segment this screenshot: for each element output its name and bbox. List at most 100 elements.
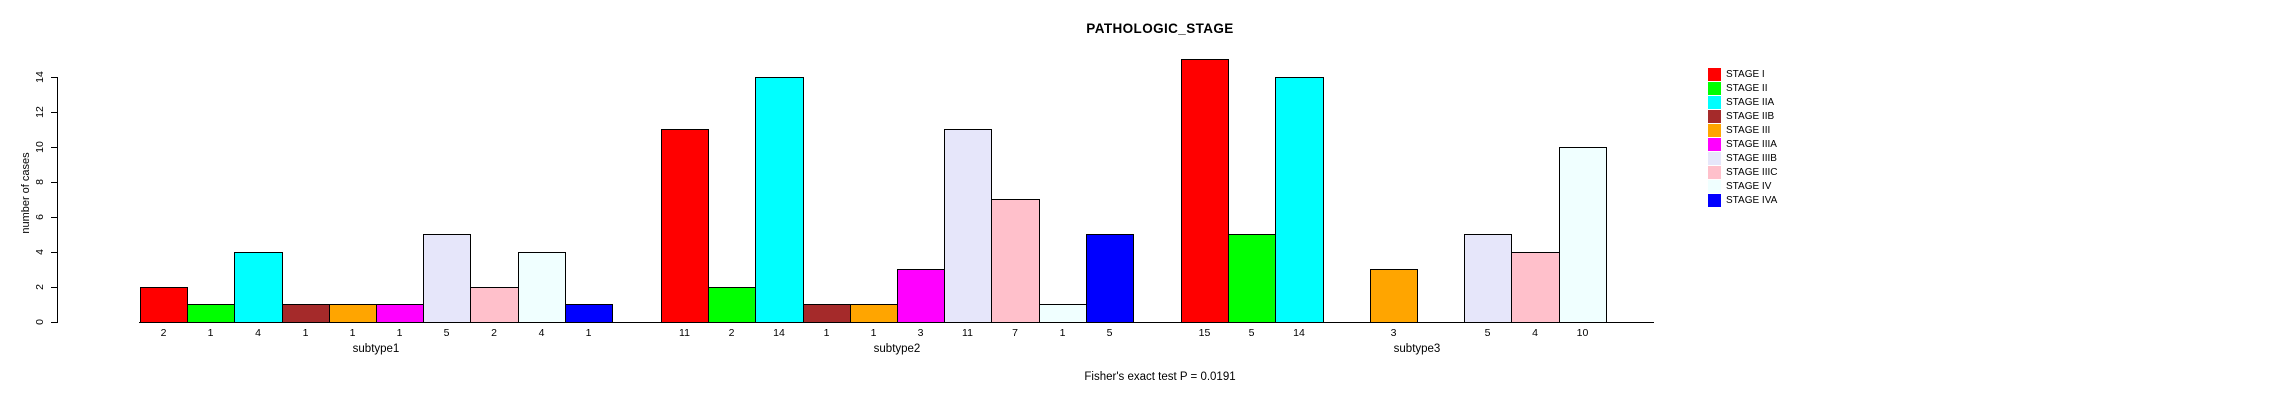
y-axis-tick-label: 10 [34,141,46,153]
bar-value-label: 1 [207,327,214,339]
legend-label: STAGE IIA [1726,96,1775,108]
bar-subtype2-stage-iib [803,304,851,323]
bar-value-label: 2 [160,327,167,339]
legend-swatch [1708,95,1721,109]
bar-subtype3-stage-iii [1370,269,1418,323]
bar-value-label: 1 [585,327,592,339]
y-axis-tick-label: 0 [34,319,46,325]
legend-item: STAGE IV [1708,180,1771,194]
bar-value-label: 4 [538,327,545,339]
y-axis-title: number of cases [20,152,32,234]
bar-value-label: 1 [823,327,830,339]
bar-value-label: 3 [1390,327,1397,339]
legend-item: STAGE IIB [1708,109,1774,123]
annotation-fisher-test: Fisher's exact test P = 0.0191 [1084,371,1236,383]
bar-subtype3-stage-iiic [1511,252,1560,323]
y-axis [57,77,58,323]
bar-value-label: 11 [679,327,690,339]
legend-swatch [1708,180,1721,194]
y-axis-tick-label: 14 [34,71,46,83]
bar-subtype1-stage-iv [518,252,566,323]
bar-value-label: 11 [962,327,973,339]
legend-label: STAGE IIIB [1726,153,1777,165]
bar-subtype1-stage-iiia [376,304,424,323]
bar-value-label: 14 [1293,327,1305,339]
bar-value-label: 1 [349,327,356,339]
y-axis-tick [51,217,57,218]
y-axis-tick [51,112,57,113]
legend-item: STAGE IIA [1708,95,1774,109]
bar-value-label: 2 [491,327,497,339]
legend-item: STAGE IIIA [1708,138,1777,152]
legend-label: STAGE IIIA [1726,139,1777,150]
bar-subtype2-stage-ii [708,287,756,323]
y-axis-tick-label: 6 [34,214,46,220]
legend-swatch [1708,109,1721,123]
bar-subtype2-stage-iv [1039,304,1087,323]
bar-value-label: 4 [1532,327,1538,339]
bar-subtype1-stage-iii [329,304,377,323]
bar-subtype3-stage-iv [1559,147,1607,323]
bar-value-label: 10 [1576,327,1589,339]
bar-value-label: 1 [302,327,309,339]
y-axis-tick [51,252,57,253]
bar-subtype1-stage-iiib [423,234,471,323]
legend-swatch [1708,123,1721,137]
x-axis-group-label-subtype2: subtype2 [873,343,921,355]
legend-label: STAGE III [1726,124,1771,136]
bar-value-label: 2 [728,327,735,339]
bar-subtype3-stage-iia [1275,77,1324,323]
bar-value-label: 5 [443,327,450,339]
y-axis-tick [51,322,57,323]
bar-value-label: 3 [917,327,924,339]
legend-label: STAGE IVA [1726,195,1778,207]
bar-value-label: 5 [1248,327,1255,339]
bar-value-label: 7 [1012,327,1018,339]
bar-subtype2-stage-iva [1086,234,1134,323]
bar-subtype1-stage-i [140,287,188,323]
bar-subtype1-stage-iib [282,304,330,323]
bar-value-label: 4 [255,327,261,339]
bar-value-label: 14 [773,327,785,339]
legend-item: STAGE IVA [1708,194,1777,208]
bar-value-label: 15 [1198,327,1211,339]
bar-subtype1-stage-iva [565,304,613,323]
bar-value-label: 1 [870,327,877,339]
bar-subtype3-stage-ii [1228,234,1276,323]
bar-subtype2-stage-iiic [991,199,1040,323]
bar-subtype2-stage-iiia [897,269,945,323]
legend-swatch [1708,166,1721,180]
bar-subtype1-stage-iia [234,252,283,323]
bar-value-label: 5 [1484,327,1491,339]
y-axis-tick-label: 4 [34,249,46,255]
legend-swatch [1708,194,1721,208]
legend-swatch [1708,67,1721,81]
legend-swatch [1708,138,1721,151]
bar-subtype1-stage-ii [187,304,235,323]
bar-value-label: 5 [1106,327,1113,339]
bar-subtype3-stage-iiib [1464,234,1512,323]
y-axis-tick-label: 2 [34,284,46,290]
legend-item: STAGE IIIB [1708,152,1777,166]
legend-label: STAGE IIIC [1726,167,1778,179]
legend-item: STAGE I [1708,67,1765,81]
x-axis-group-label-subtype3: subtype3 [1393,343,1441,355]
y-axis-tick [51,77,57,78]
bar-subtype2-stage-iia [755,77,804,323]
y-axis-tick-label: 12 [34,106,46,118]
legend-label: STAGE I [1726,68,1765,80]
bar-value-label: 1 [1059,327,1066,339]
bar-subtype2-stage-i [661,129,709,323]
bar-value-label: 1 [396,327,403,339]
legend-label: STAGE II [1726,82,1768,94]
chart-title: PATHOLOGIC_STAGE [1086,21,1234,36]
bar-subtype3-stage-i [1181,59,1229,323]
y-axis-tick-label: 8 [34,179,46,185]
y-axis-tick [51,287,57,288]
legend-swatch [1708,81,1721,95]
bar-subtype2-stage-iii [850,304,898,323]
legend-item: STAGE III [1708,123,1770,137]
legend-label: STAGE IIB [1726,110,1775,122]
bar-subtype2-stage-iiib [944,129,992,323]
